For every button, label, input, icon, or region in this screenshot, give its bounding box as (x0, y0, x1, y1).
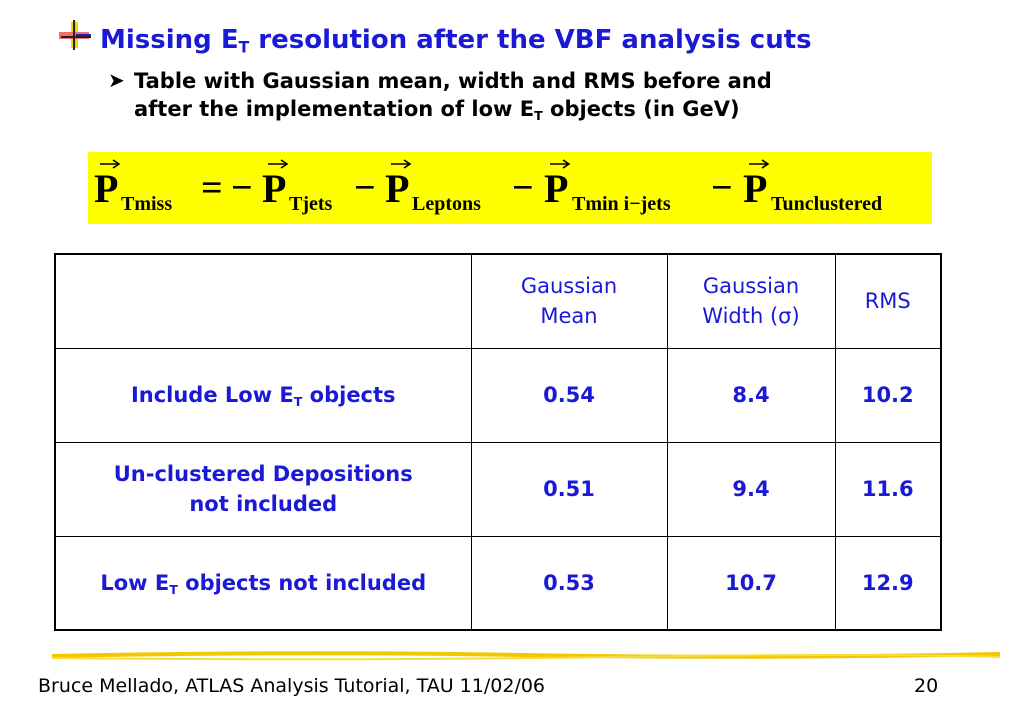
width-cell: 8.4 (666, 347, 836, 443)
row-label: Low ET objects not included (54, 535, 472, 631)
bullet-cross-icon (59, 20, 91, 50)
mean-cell: 0.53 (470, 535, 668, 631)
header-gaussian-width: Gaussian Width (σ) (666, 253, 836, 349)
table-row: Un-clustered Depositions not included 0.5… (54, 441, 942, 537)
svg-text:P: P (262, 166, 286, 211)
svg-text:−: − (231, 167, 253, 209)
svg-text:Leptons: Leptons (412, 193, 481, 215)
rms-cell: 12.9 (834, 535, 942, 631)
header-empty-cell (54, 253, 472, 349)
svg-text:Tunclustered: Tunclustered (771, 193, 882, 215)
sub-bullet-text: Table with Gaussian mean, width and RMS … (134, 69, 772, 123)
svg-text:Tmin i−jets: Tmin i−jets (572, 193, 671, 215)
arrow-bullet-icon: ➤ (108, 68, 125, 92)
svg-text:−: − (711, 167, 733, 209)
width-cell: 9.4 (666, 441, 836, 537)
width-cell: 10.7 (666, 535, 836, 631)
table-row: Low ET objects not included 0.53 10.7 12… (54, 535, 942, 631)
svg-text:Tmiss: Tmiss (121, 193, 172, 215)
header-gaussian-mean: Gaussian Mean (470, 253, 668, 349)
formula-equation: P Tmiss = − P Tjets − P Leptons − P Tmin… (94, 159, 882, 215)
svg-text:=: = (201, 167, 223, 209)
svg-text:P: P (743, 166, 767, 211)
rms-cell: 10.2 (834, 347, 942, 443)
mean-cell: 0.54 (470, 347, 668, 443)
svg-text:P: P (94, 166, 118, 211)
rms-cell: 11.6 (834, 441, 942, 537)
formula-box: P Tmiss = − P Tjets − P Leptons − P Tmin… (88, 152, 932, 224)
svg-text:−: − (354, 167, 376, 209)
svg-text:Tjets: Tjets (289, 193, 333, 215)
page-number: 20 (914, 675, 939, 697)
table-header-row: Gaussian Mean Gaussian Width (σ) RMS (54, 253, 942, 349)
footer-text: Bruce Mellado, ATLAS Analysis Tutorial, … (38, 675, 546, 697)
table-row: Include Low ET objects 0.54 8.4 10.2 (54, 347, 942, 443)
results-table: Gaussian Mean Gaussian Width (σ) RMS Inclu… (54, 253, 942, 631)
footer-divider (52, 651, 1001, 661)
header-rms: RMS (834, 253, 942, 349)
row-label: Un-clustered Depositions not included (54, 441, 472, 537)
row-label: Include Low ET objects (54, 347, 472, 443)
mean-cell: 0.51 (470, 441, 668, 537)
slide-title: Missing ET resolution after the VBF anal… (100, 25, 812, 57)
svg-text:−: − (512, 167, 534, 209)
svg-text:P: P (385, 166, 409, 211)
svg-text:P: P (544, 166, 568, 211)
